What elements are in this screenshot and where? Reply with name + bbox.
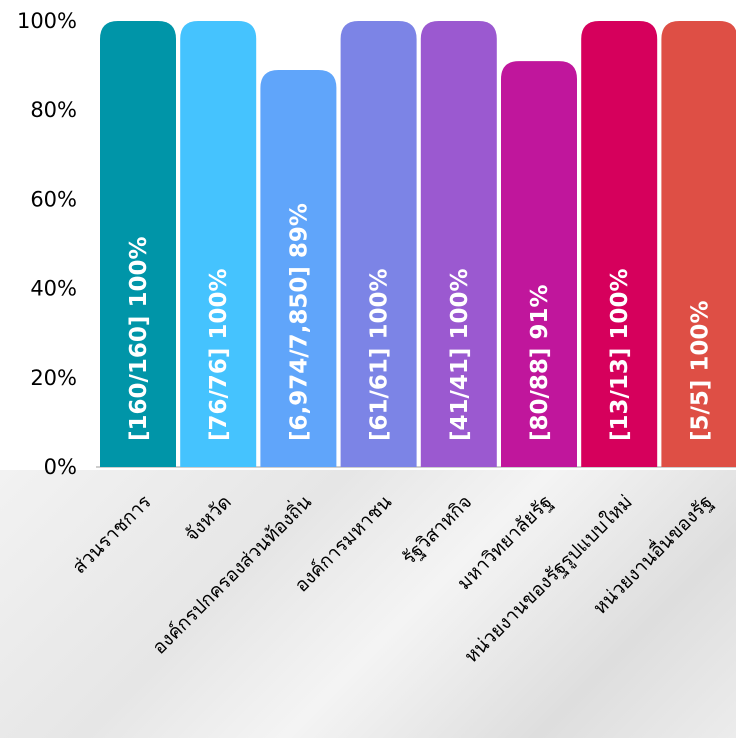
y-tick-label: 80% (30, 98, 77, 122)
bar (260, 70, 337, 467)
bar-data-labels: [160/160] 100% [76/76] 100% [6,974/7,850] … (126, 203, 713, 441)
y-axis: 0% 20% 40% 60% 80% 100% (17, 9, 77, 479)
x-category-label: รัฐวิสาหกิจ (398, 491, 476, 569)
y-tick-label: 100% (17, 9, 77, 33)
bar-data-label: [160/160] 100% (126, 236, 152, 441)
x-category-label: จังหวัด (181, 491, 236, 546)
y-tick-label: 60% (30, 187, 77, 211)
bar (581, 21, 658, 467)
bar-data-label: [6,974/7,850] 89% (286, 203, 312, 441)
bar-data-label: [41/41] 100% (447, 269, 473, 442)
bar-data-label: [76/76] 100% (206, 269, 232, 442)
x-category-label: ส่วนราชการ (68, 491, 155, 578)
bar-data-label: [5/5] 100% (687, 301, 713, 442)
bars (100, 21, 736, 467)
bar (501, 61, 577, 467)
y-tick-label: 20% (30, 366, 77, 390)
y-tick-label: 40% (30, 277, 77, 301)
bar (100, 21, 176, 467)
bar (340, 21, 417, 467)
bar-data-label: [80/88] 91% (527, 285, 553, 442)
x-axis-category-labels: ส่วนราชการ จังหวัดองค์กรปกครองส่วนท้องถิ่… (68, 489, 717, 668)
bar (420, 21, 497, 467)
bar-data-label: [13/13] 100% (607, 269, 633, 442)
bar (661, 21, 736, 467)
background-panel (0, 470, 736, 738)
bar (180, 21, 257, 467)
x-category-label: หน่วยงานของรัฐรูปแบบใหม่ (460, 491, 636, 667)
bar-data-label: [61/61] 100% (367, 269, 393, 441)
x-category-label: องค์กรปกครองส่วนท้องถิ่น (146, 489, 316, 659)
y-tick-label: 0% (44, 455, 77, 479)
